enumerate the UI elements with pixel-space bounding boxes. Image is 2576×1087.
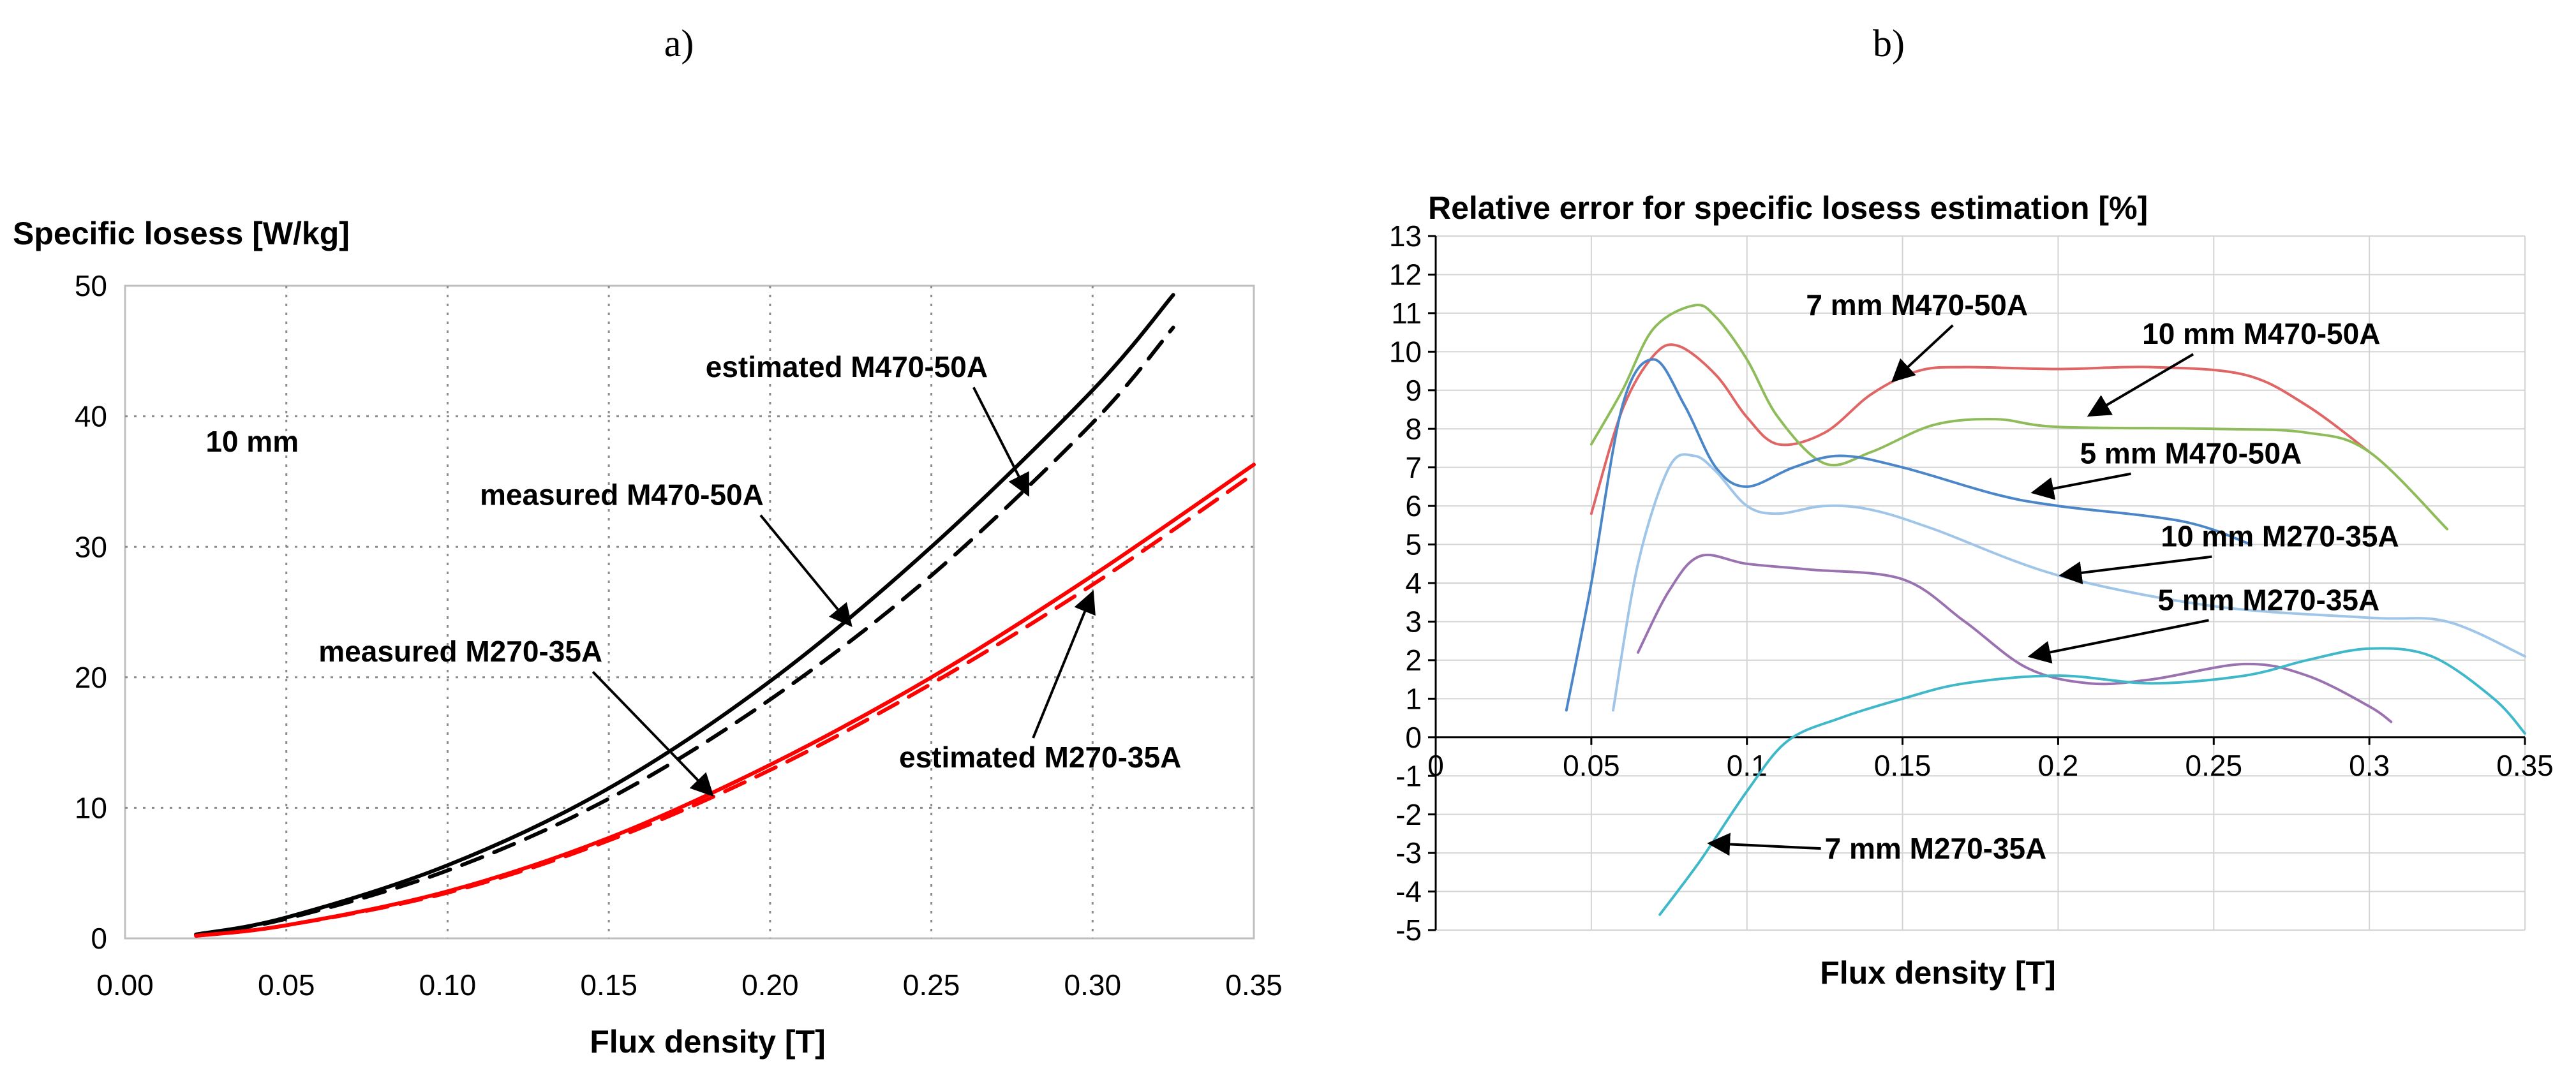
y-tick-label: 13 (1389, 219, 1422, 253)
annotation-arrow (1707, 832, 1821, 856)
annotation-arrow (2087, 353, 2194, 417)
y-tick-label: 40 (75, 400, 107, 433)
x-tick-label: 0.05 (258, 968, 315, 1002)
series-line-10mm-m470 (1590, 304, 2449, 531)
y-tick-label: 2 (1405, 644, 1422, 677)
panel-a-plot-area (124, 285, 1255, 940)
panel-a-annotations: 10 mm estimated M470-50A measured M470-50A… (205, 350, 1181, 797)
annotation-label: 10 mm M470-50A (2142, 317, 2380, 350)
panel-a-x-axis-title: Flux density [T] (590, 1024, 825, 1060)
x-tick-label: 0.35 (1225, 968, 1283, 1002)
annotation-arrow (759, 514, 852, 628)
x-tick-label: 0.15 (580, 968, 637, 1002)
x-tick-label: 0 (1427, 749, 1444, 782)
series-line-estimated-m470 (194, 325, 1175, 936)
y-tick-label: 12 (1389, 258, 1422, 292)
panel-b-chart: b) Relative error for specific losess es… (1389, 22, 2554, 991)
annotation-label: estimated M470-50A (706, 350, 988, 383)
y-tick-label: 3 (1405, 605, 1422, 639)
y-tick-label: 11 (1391, 297, 1422, 330)
y-tick-label: 6 (1405, 489, 1422, 522)
y-tick-label: 10 (75, 792, 107, 825)
y-tick-label: 9 (1405, 374, 1422, 407)
panel-a-y-axis-title: Specific losess [W/kg] (13, 216, 350, 251)
panel-b-x-axis-title: Flux density [T] (1820, 955, 2055, 991)
x-tick-label: 0.05 (1563, 749, 1620, 782)
panel-a-chart: a) Specific losess [W/kg] Flux density [… (13, 22, 1283, 1060)
series-line-7mm-m470 (1590, 343, 2371, 515)
series-line-measured-m470 (194, 293, 1175, 936)
y-tick-label: 30 (75, 530, 107, 563)
annotation-arrow (972, 387, 1030, 497)
annotation-arrow (2027, 619, 2209, 664)
y-tick-label: -1 (1396, 759, 1422, 792)
x-tick-label: 0.25 (903, 968, 960, 1002)
y-tick-label: -4 (1396, 875, 1422, 908)
y-tick-label: 1 (1405, 682, 1422, 715)
series-line-7mm-m270 (1658, 647, 2526, 916)
panel-a-y-ticks: 0 10 20 30 40 50 (75, 269, 107, 955)
y-tick-label: 20 (75, 661, 107, 694)
panel-b-label: b) (1873, 22, 1905, 64)
x-tick-label: 0.10 (419, 968, 477, 1002)
panel-a-grid (125, 286, 1254, 938)
annotation-arrow (1891, 324, 1954, 383)
panel-b-x-ticks: 0 0.05 0.1 0.15 0.2 0.25 0.3 0.35 (1427, 749, 2554, 782)
series-line-estimated-m270 (194, 471, 1256, 938)
y-tick-label: 4 (1405, 566, 1422, 600)
panel-a-x-ticks: 0.00 0.05 0.10 0.15 0.20 0.25 0.30 0.35 (96, 968, 1283, 1002)
series-line-5mm-m470 (1565, 358, 2252, 712)
x-tick-label: 0.35 (2496, 749, 2554, 782)
y-tick-label: 7 (1405, 451, 1422, 484)
annotation-label: 10 mm M270-35A (2161, 520, 2399, 553)
x-tick-label: 0.20 (741, 968, 799, 1002)
x-tick-label: 0.2 (2037, 749, 2078, 782)
y-tick-label: -2 (1396, 798, 1422, 831)
y-tick-label: 0 (91, 922, 107, 955)
x-tick-label: 0.25 (2185, 749, 2243, 782)
y-tick-label: 5 (1405, 528, 1422, 561)
series-line-10mm-m270 (1612, 453, 2526, 712)
annotation-label: 10 mm (205, 425, 299, 458)
y-tick-label: 8 (1405, 412, 1422, 445)
annotation-arrow (592, 670, 714, 797)
x-tick-label: 0.00 (96, 968, 154, 1002)
y-tick-label: 0 (1405, 721, 1422, 754)
panel-a-series (194, 293, 1256, 938)
annotation-label: 5 mm M270-35A (2157, 583, 2379, 616)
series-line-5mm-m270 (1637, 553, 2393, 723)
annotation-label: 7 mm M270-35A (1825, 832, 2047, 865)
x-tick-label: 0.1 (1727, 749, 1768, 782)
panel-b-y-axis-title: Relative error for specific losess estim… (1428, 190, 2148, 226)
y-tick-label: 10 (1389, 335, 1422, 368)
x-tick-label: 0.15 (1874, 749, 1932, 782)
panel-b-series (1565, 304, 2526, 916)
annotation-arrow (1032, 590, 1096, 739)
annotation-label: measured M470-50A (480, 478, 764, 512)
x-tick-label: 0.30 (1064, 968, 1122, 1002)
annotation-label: estimated M270-35A (899, 741, 1181, 774)
panel-b-grid (1428, 235, 2526, 931)
y-tick-label: -3 (1396, 836, 1422, 869)
annotation-arrow (2059, 555, 2212, 584)
x-tick-label: 0.3 (2349, 749, 2390, 782)
annotation-label: measured M270-35A (318, 635, 602, 668)
annotation-label: 7 mm M470-50A (1806, 288, 2028, 322)
annotation-label: 5 mm M470-50A (2080, 437, 2302, 470)
y-tick-label: 50 (75, 269, 107, 302)
y-tick-label: -5 (1396, 913, 1422, 947)
annotation-arrow (2030, 472, 2131, 500)
panel-b-annotations: 7 mm M470-50A 10 mm M470-50A 5 mm M470-50A… (1707, 288, 2399, 865)
panel-a-label: a) (664, 22, 694, 64)
